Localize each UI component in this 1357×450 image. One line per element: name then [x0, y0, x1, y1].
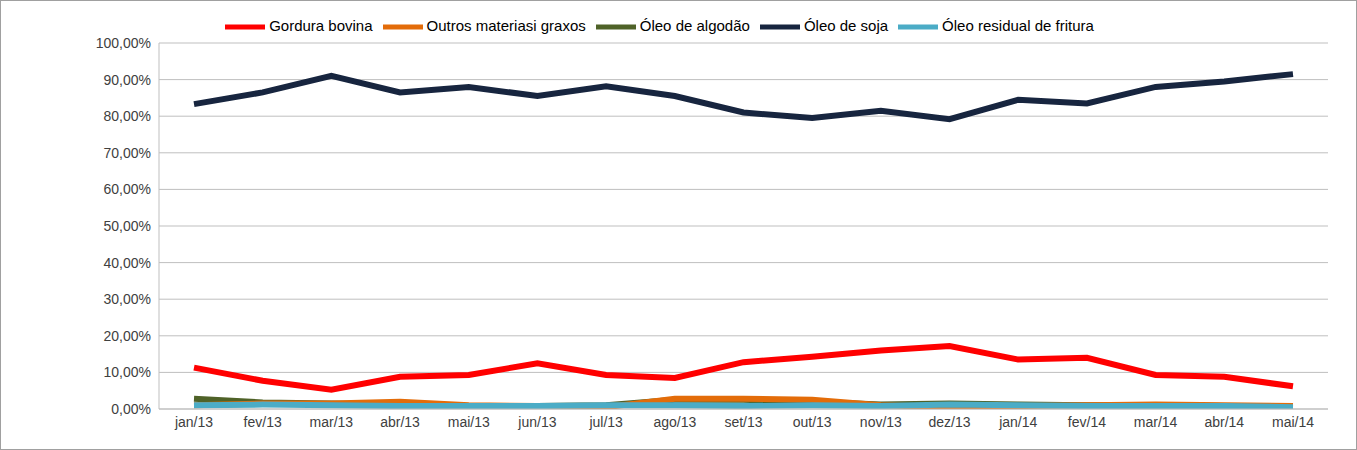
svg-text:100,00%: 100,00%	[96, 35, 151, 51]
svg-text:20,00%: 20,00%	[104, 328, 151, 344]
svg-text:30,00%: 30,00%	[104, 291, 151, 307]
html-text:Óleo de algodão: Óleo de algodão	[639, 17, 750, 34]
svg-text:jul/13: jul/13	[588, 414, 623, 430]
html-text:Gordura bovina: Gordura bovina	[269, 17, 373, 34]
svg-text:40,00%: 40,00%	[104, 255, 151, 271]
svg-text:nov/13: nov/13	[860, 414, 902, 430]
svg-text:abr/14: abr/14	[1204, 414, 1244, 430]
svg-text:mai/13: mai/13	[448, 414, 490, 430]
svg-text:out/13: out/13	[793, 414, 832, 430]
svg-text:mai/14: mai/14	[1272, 414, 1314, 430]
svg-text:70,00%: 70,00%	[104, 145, 151, 161]
svg-text:fev/13: fev/13	[244, 414, 282, 430]
svg-text:set/13: set/13	[724, 414, 762, 430]
svg-text:60,00%: 60,00%	[104, 181, 151, 197]
svg-text:mar/14: mar/14	[1134, 414, 1178, 430]
svg-text:fev/14: fev/14	[1068, 414, 1106, 430]
svg-text:jan/14: jan/14	[998, 414, 1037, 430]
svg-text:mar/13: mar/13	[310, 414, 354, 430]
html-text:Óleo de soja: Óleo de soja	[803, 17, 889, 34]
svg-text:90,00%: 90,00%	[104, 72, 151, 88]
svg-text:abr/13: abr/13	[380, 414, 420, 430]
svg-text:10,00%: 10,00%	[104, 364, 151, 380]
svg-text:ago/13: ago/13	[653, 414, 696, 430]
svg-text:50,00%: 50,00%	[104, 218, 151, 234]
svg-text:dez/13: dez/13	[929, 414, 971, 430]
html-text:Óleo residual de fritura: Óleo residual de fritura	[942, 17, 1094, 34]
svg-text:jun/13: jun/13	[517, 414, 556, 430]
html-text:Outros materiasi graxos: Outros materiasi graxos	[426, 17, 586, 34]
svg-text:0,00%: 0,00%	[111, 401, 151, 417]
svg-text:jan/13: jan/13	[174, 414, 213, 430]
svg-text:80,00%: 80,00%	[104, 108, 151, 124]
